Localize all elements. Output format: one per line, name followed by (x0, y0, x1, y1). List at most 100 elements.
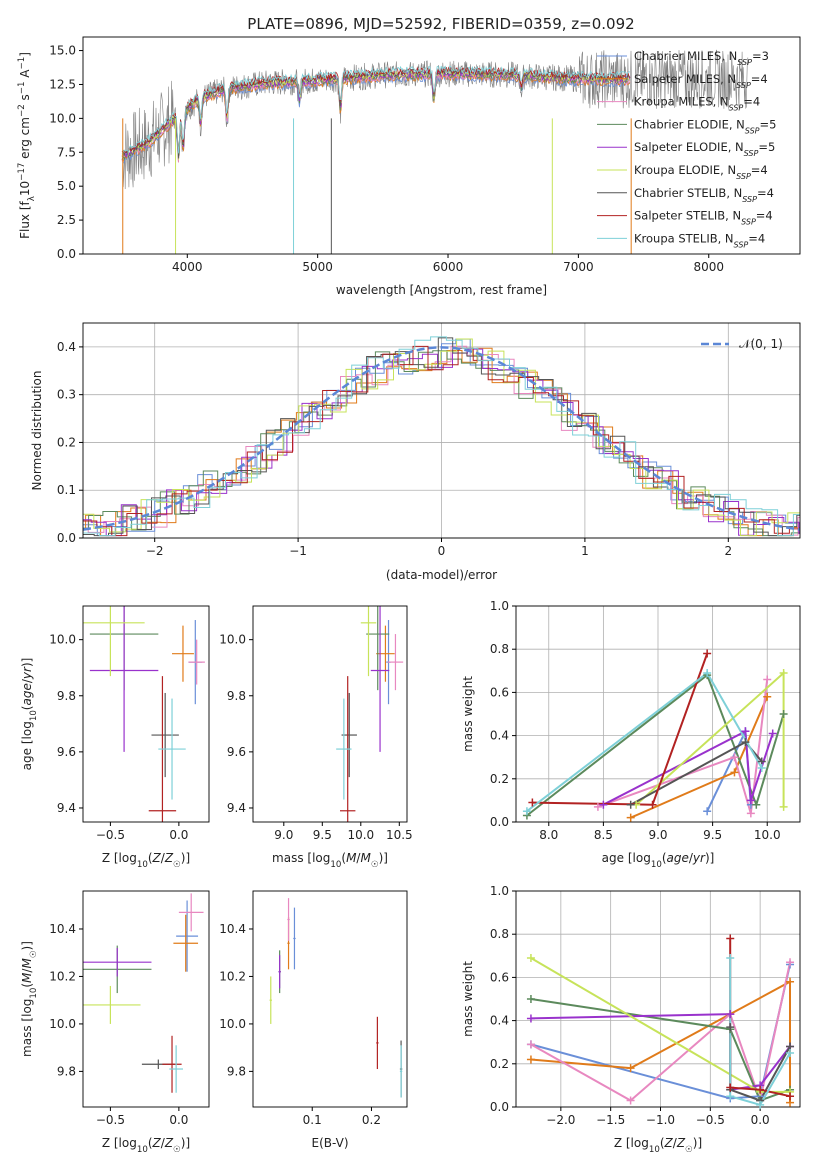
series-marker-kroupa_stelib (726, 1092, 735, 1101)
y-axis-label: age [log10(age/yr)] (20, 658, 39, 771)
y-tick-label: 9.6 (227, 745, 246, 759)
x-tick-label: 7000 (563, 260, 594, 274)
y-tick-label: 0.2 (490, 772, 509, 786)
x-tick-label: 9.0 (648, 828, 667, 842)
normal-reference-curve (83, 346, 800, 531)
legend-entry-chabrier_stelib: Chabrier STELIB, NSSP=4 (634, 186, 774, 204)
series-marker-salpeter_elodie (599, 800, 608, 809)
series-marker-chabrier_elodie (752, 800, 761, 809)
y-tick-label: 10.2 (49, 969, 76, 983)
x-axis-label: age [log10(age/yr)] (602, 851, 715, 870)
panel-age_vs_Z: −0.5 0.0 9.4 9.6 9.8 10.0 Z [log10(Z/Z☉)] age [… (20, 605, 210, 870)
x-tick-label: 9.5 (313, 828, 332, 842)
axes-frame (252, 890, 408, 1108)
y-axis-label: mass [log10(M/M☉)] (20, 941, 39, 1057)
series-marker-chabrier_miles (703, 807, 712, 816)
series-marker-salpeter_elodie (746, 796, 755, 805)
plot-area (121, 49, 749, 254)
legend-entry-chabrier_miles: Chabrier MILES, NSSP=3 (634, 49, 769, 67)
y-tick-label: 0.4 (57, 340, 76, 354)
series-marker-kroupa_miles (730, 753, 739, 762)
series-marker-kroupa_miles (593, 802, 602, 811)
y-tick-label: 2.5 (57, 213, 76, 227)
series-marker-kroupa_stelib (522, 807, 531, 816)
panel-weights_vs_Z: −2.0 −1.5 −1.0 −0.5 0.0 0.0 0.2 0.4 0.6 0.8 1.0 Z [… (461, 884, 801, 1155)
series-marker-chabrier_elodie (526, 995, 535, 1003)
plot-area (83, 336, 800, 537)
x-tick-label: 9.5 (703, 828, 722, 842)
x-tick-label: 9.0 (274, 828, 293, 842)
spectrum-model-chabrier_miles (121, 73, 631, 164)
panel-weights_vs_age: 8.0 8.5 9.0 9.5 10.0 0.0 0.2 0.4 0.6 0.8 1.0 age [l… (461, 599, 801, 870)
series-marker-kroupa_miles (746, 809, 755, 818)
x-tick-label: 8.5 (594, 828, 613, 842)
panel-residuals: −2 −1 0 1 2 0.0 0.1 0.2 0.3 0.4 (data-model)/error… (30, 322, 801, 582)
x-tick-label: −1 (289, 544, 307, 558)
x-tick-label: −0.5 (96, 828, 125, 842)
y-tick-label: 9.8 (227, 689, 246, 703)
x-tick-label: 0.2 (362, 1113, 381, 1127)
y-tick-label: 15.0 (49, 44, 76, 58)
y-axis-label: mass weight (461, 961, 475, 1037)
x-tick-label: 10.0 (347, 828, 374, 842)
x-tick-label: 8000 (693, 260, 724, 274)
panel-age_vs_mass: 9.0 9.5 10.0 10.5 9.4 9.6 9.8 10.0 mass [log10(M… (219, 605, 413, 870)
y-tick-label: 10.0 (219, 633, 246, 647)
axes-frame (82, 36, 801, 255)
histogram-salpeter_miles (83, 347, 800, 537)
series-marker-salpeter_elodie (726, 1010, 735, 1019)
y-tick-label: 0.0 (490, 1100, 509, 1114)
x-axis-label: Z [log10(Z/Z☉)] (102, 1136, 190, 1155)
legend-entry-salpeter_miles: Salpeter MILES, NSSP=4 (634, 72, 768, 90)
series-line-chabrier_elodie (530, 998, 791, 1102)
y-tick-label: 9.8 (227, 1064, 246, 1078)
histogram-kroupa_stelib (83, 336, 800, 537)
series-line-chabrier_elodie (526, 673, 785, 817)
x-tick-label: 0 (438, 544, 446, 558)
panel-mass_vs_ebv: 0.1 0.2 9.8 10.0 10.2 10.4 E(B-V) (219, 890, 408, 1150)
panel-mass_vs_Z: −0.5 0.0 9.8 10.0 10.2 10.4 Z [log10(Z/Z☉)] mas… (20, 890, 210, 1155)
series-marker-kroupa_miles (526, 1040, 535, 1049)
y-tick-label: 9.8 (57, 1064, 76, 1078)
series-marker-kroupa_stelib (786, 1049, 795, 1057)
x-axis-label: Z [log10(Z/Z☉)] (102, 851, 190, 870)
series-marker-salpeter_elodie (768, 729, 777, 738)
series-marker-kroupa_stelib (726, 953, 735, 962)
series-marker-kroupa_elodie (526, 953, 535, 962)
y-tick-label: 0.6 (490, 685, 509, 699)
series-marker-salpeter_stelib (703, 649, 712, 658)
y-tick-label: 1.0 (490, 599, 509, 613)
x-tick-label: 0.1 (303, 1113, 322, 1127)
x-axis-label: mass [log10(M/M☉)] (272, 851, 388, 870)
y-tick-label: 9.4 (57, 801, 76, 815)
y-tick-label: 10.4 (49, 922, 76, 936)
series-marker-salpeter_stelib (528, 798, 537, 807)
y-tick-label: 0.8 (490, 642, 509, 656)
y-axis-label: mass weight (461, 676, 475, 752)
y-tick-label: 0.4 (490, 729, 509, 743)
plot-area (83, 606, 205, 822)
y-tick-label: 0.2 (57, 435, 76, 449)
legend-entry-kroupa_elodie: Kroupa ELODIE, NSSP=4 (634, 163, 768, 181)
y-tick-label: 0.0 (57, 247, 76, 261)
series-marker-salpeter_miles (786, 977, 795, 986)
series-marker-chabrier_stelib (726, 1023, 735, 1032)
legend: Chabrier MILES, NSSP=3 Salpeter MILES, NS… (597, 49, 776, 249)
series-marker-kroupa_stelib (703, 668, 712, 677)
series-line-kroupa_miles (597, 679, 769, 814)
series-marker-chabrier_stelib (626, 800, 635, 809)
series-marker-salpeter_miles (626, 1064, 635, 1073)
y-tick-label: 10.4 (219, 922, 246, 936)
series-marker-kroupa_stelib (757, 764, 766, 772)
y-tick-label: 0.3 (57, 388, 76, 402)
y-tick-label: 12.5 (49, 77, 76, 91)
x-tick-label: −1.5 (596, 1113, 625, 1127)
series-marker-salpeter_miles (730, 768, 739, 777)
x-tick-label: 10.0 (754, 828, 781, 842)
series-marker-salpeter_stelib (726, 934, 735, 943)
histogram-kroupa_miles (83, 345, 800, 536)
series-marker-kroupa_elodie (779, 668, 788, 677)
y-tick-label: 9.6 (57, 745, 76, 759)
series-marker-salpeter_elodie (741, 727, 750, 736)
